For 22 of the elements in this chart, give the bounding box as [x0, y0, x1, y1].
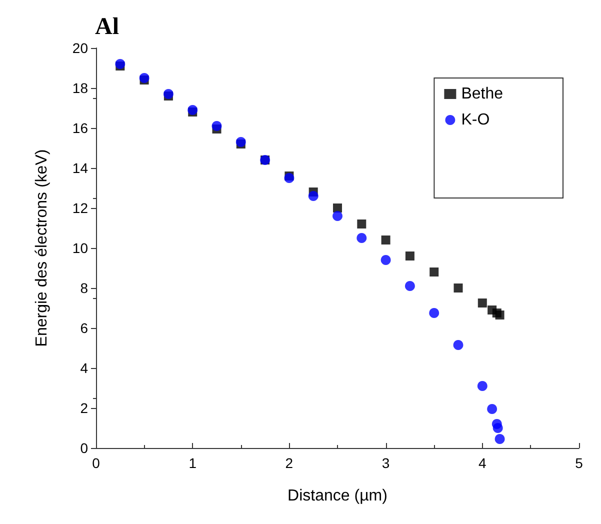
legend-label: Bethe — [461, 86, 504, 102]
y-tick-label: 4 — [80, 360, 88, 376]
x-axis-title: Distance (µm) — [288, 488, 388, 504]
x-tick-label: 3 — [382, 455, 390, 471]
x-tick-label: 5 — [575, 455, 584, 471]
y-tick-label: 20 — [72, 40, 88, 56]
y-tick-label: 12 — [72, 200, 88, 216]
x-tick-label: 0 — [92, 455, 100, 471]
x-tick-label: 4 — [478, 455, 486, 471]
legend-label: K-O — [461, 112, 490, 128]
y-tick-label: 10 — [72, 240, 88, 256]
y-tick-label: 14 — [72, 160, 88, 176]
y-axis-title: Energie des électrons (keV) — [34, 149, 50, 347]
chart-title: Al — [95, 14, 120, 40]
y-tick-label: 2 — [80, 400, 88, 416]
y-tick-label: 16 — [72, 120, 88, 136]
y-tick-label: 8 — [80, 280, 88, 296]
y-tick-label: 0 — [80, 440, 88, 456]
x-tick-label: 2 — [285, 455, 294, 471]
y-tick-label: 18 — [72, 80, 88, 96]
x-tick-label: 1 — [188, 455, 197, 471]
y-tick-label: 6 — [80, 320, 88, 336]
